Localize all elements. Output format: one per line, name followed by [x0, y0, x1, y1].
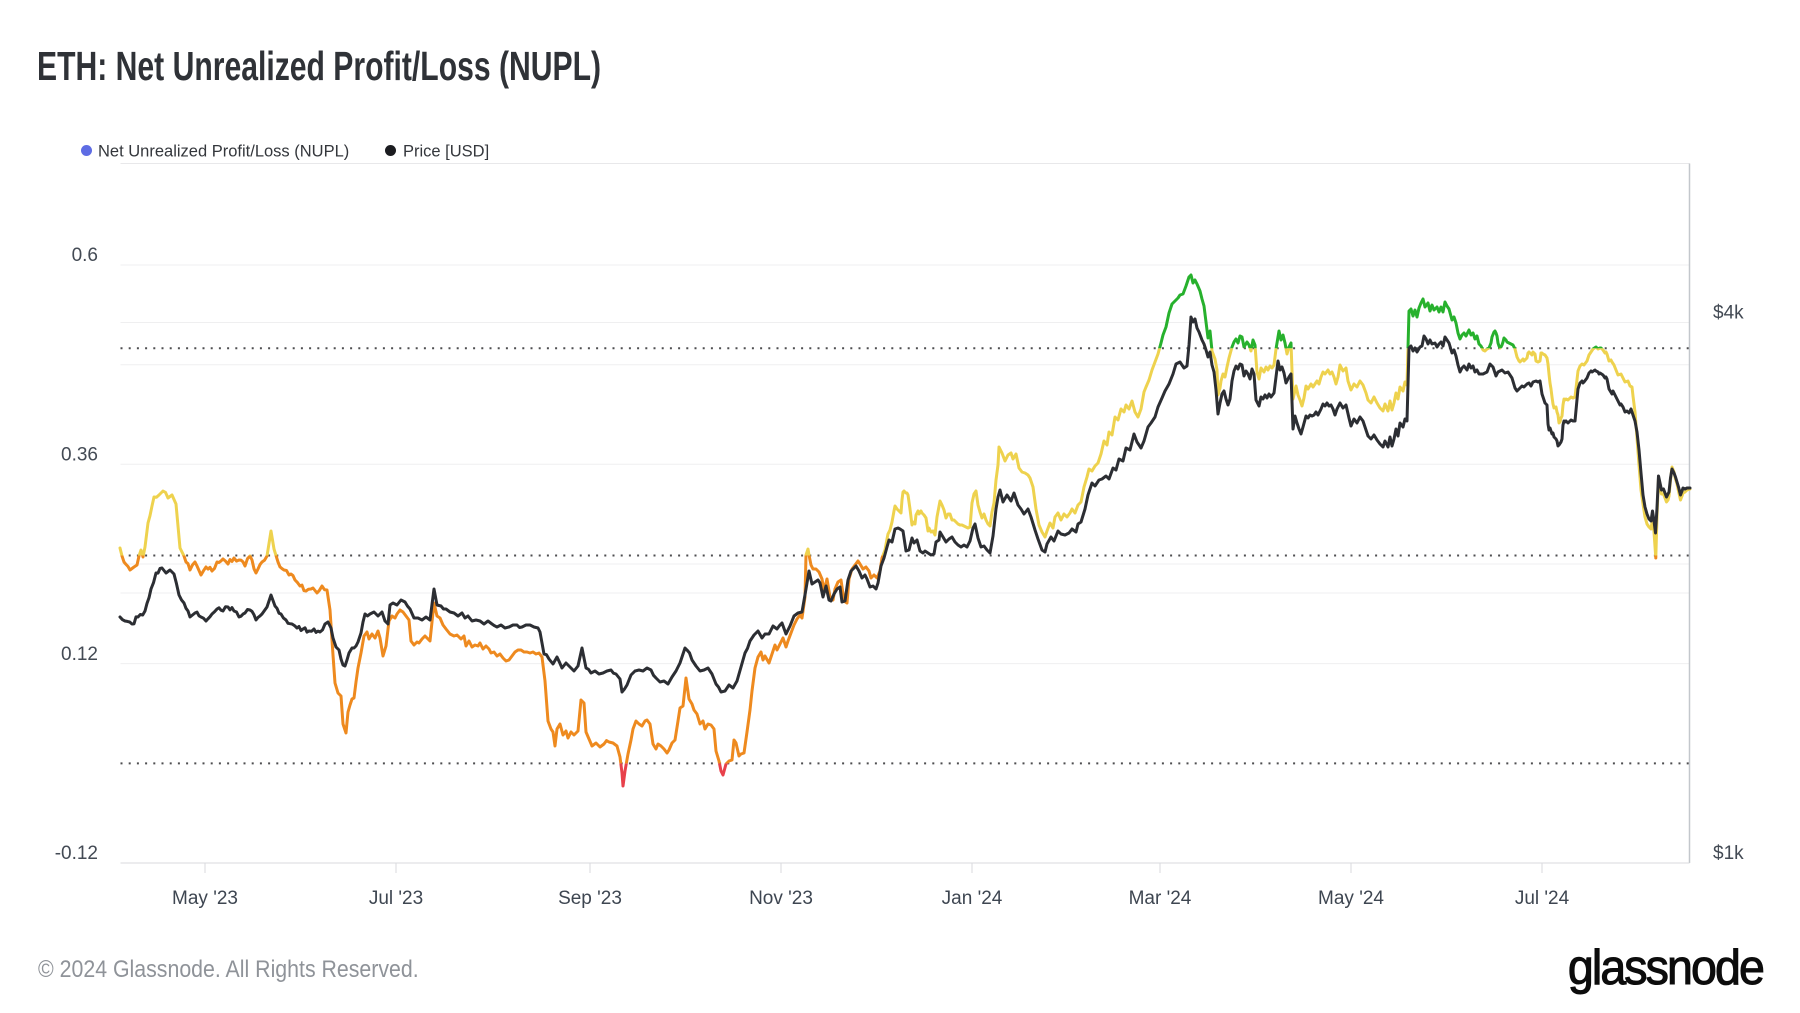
svg-text:0.12: 0.12: [61, 644, 98, 665]
svg-text:Sep '23: Sep '23: [558, 888, 622, 909]
svg-text:Price [USD]: Price [USD]: [403, 143, 489, 161]
svg-text:Jan '24: Jan '24: [942, 888, 1003, 909]
svg-text:May '23: May '23: [172, 888, 238, 909]
svg-text:May '24: May '24: [1318, 888, 1384, 909]
svg-text:Net Unrealized Profit/Loss (NU: Net Unrealized Profit/Loss (NUPL): [98, 143, 349, 161]
svg-text:ETH: Net Unrealized Profit/Los: ETH: Net Unrealized Profit/Loss (NUPL): [37, 42, 601, 89]
svg-text:$4k: $4k: [1713, 303, 1744, 324]
svg-text:Nov '23: Nov '23: [749, 888, 813, 909]
svg-text:Jul '23: Jul '23: [369, 888, 423, 909]
svg-text:glassnode: glassnode: [1568, 941, 1763, 995]
svg-text:0.36: 0.36: [61, 445, 98, 466]
svg-text:$1k: $1k: [1713, 843, 1744, 864]
svg-text:0.6: 0.6: [72, 245, 98, 266]
svg-text:Jul '24: Jul '24: [1515, 888, 1570, 909]
svg-text:Mar '24: Mar '24: [1129, 888, 1192, 909]
svg-text:-0.12: -0.12: [55, 843, 98, 864]
svg-text:© 2024 Glassnode. All Rights R: © 2024 Glassnode. All Rights Reserved.: [38, 955, 419, 982]
